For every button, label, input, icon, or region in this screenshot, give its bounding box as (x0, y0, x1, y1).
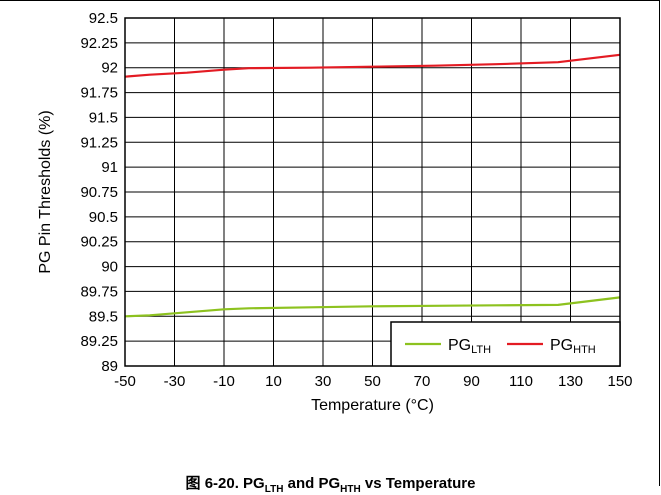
x-tick-label: 50 (364, 373, 381, 390)
legend-label-hth: PGHTH (550, 337, 596, 356)
caption-prefix: 图 6-20. PG (185, 475, 265, 492)
x-tick-label: 10 (265, 373, 282, 390)
figure-caption: 图 6-20. PGLTH and PGHTH vs Temperature (0, 472, 661, 495)
y-tick-label: 92.5 (89, 10, 118, 27)
y-tick-label: 91.5 (89, 109, 118, 126)
y-axis-label: PG Pin Thresholds (%) (37, 110, 54, 273)
y-tick-label: 89.5 (89, 308, 118, 325)
caption-mid: and PG (283, 475, 341, 492)
x-tick-label: 130 (558, 373, 583, 390)
x-tick-label: -30 (164, 373, 186, 390)
tick-labels: -50 -30 -10 10 30 50 70 90 110 130 150 92.5 92.25 92 9… (80, 10, 632, 390)
caption-suffix: vs Temperature (360, 475, 476, 492)
x-tick-label: -50 (114, 373, 136, 390)
y-tick-label: 90.5 (89, 209, 118, 226)
x-tick-label: 110 (509, 373, 533, 390)
y-tick-label: 89 (101, 358, 118, 375)
series-line-hth (124, 53, 621, 78)
y-tick-label: 90 (101, 259, 118, 276)
y-tick-label: 91.75 (80, 85, 118, 102)
y-tick-label: 90.25 (80, 234, 118, 251)
x-tick-label: 150 (607, 373, 632, 390)
x-tick-label: 30 (315, 373, 332, 390)
series-lines (124, 53, 621, 318)
x-tick-label: 70 (414, 373, 431, 390)
legend-label-lth: PGLTH (448, 337, 491, 356)
caption-sub-lth: LTH (264, 484, 284, 495)
x-tick-label: 90 (463, 373, 480, 390)
y-tick-label: 89.75 (80, 283, 118, 300)
y-tick-label: 92 (101, 60, 118, 77)
x-tick-label: -10 (213, 373, 235, 390)
grid (125, 18, 620, 366)
y-tick-label: 92.25 (80, 35, 118, 52)
x-axis-label: Temperature (°C) (311, 397, 434, 414)
y-tick-label: 91.25 (80, 134, 118, 151)
legend: PGLTH PGHTH (390, 321, 621, 367)
caption-sub-hth: HTH (340, 484, 361, 495)
y-tick-label: 90.75 (80, 184, 118, 201)
series-line-lth (124, 296, 621, 318)
y-tick-label: 91 (101, 159, 118, 176)
y-tick-label: 89.25 (80, 333, 118, 350)
plot-area-border (124, 17, 621, 367)
